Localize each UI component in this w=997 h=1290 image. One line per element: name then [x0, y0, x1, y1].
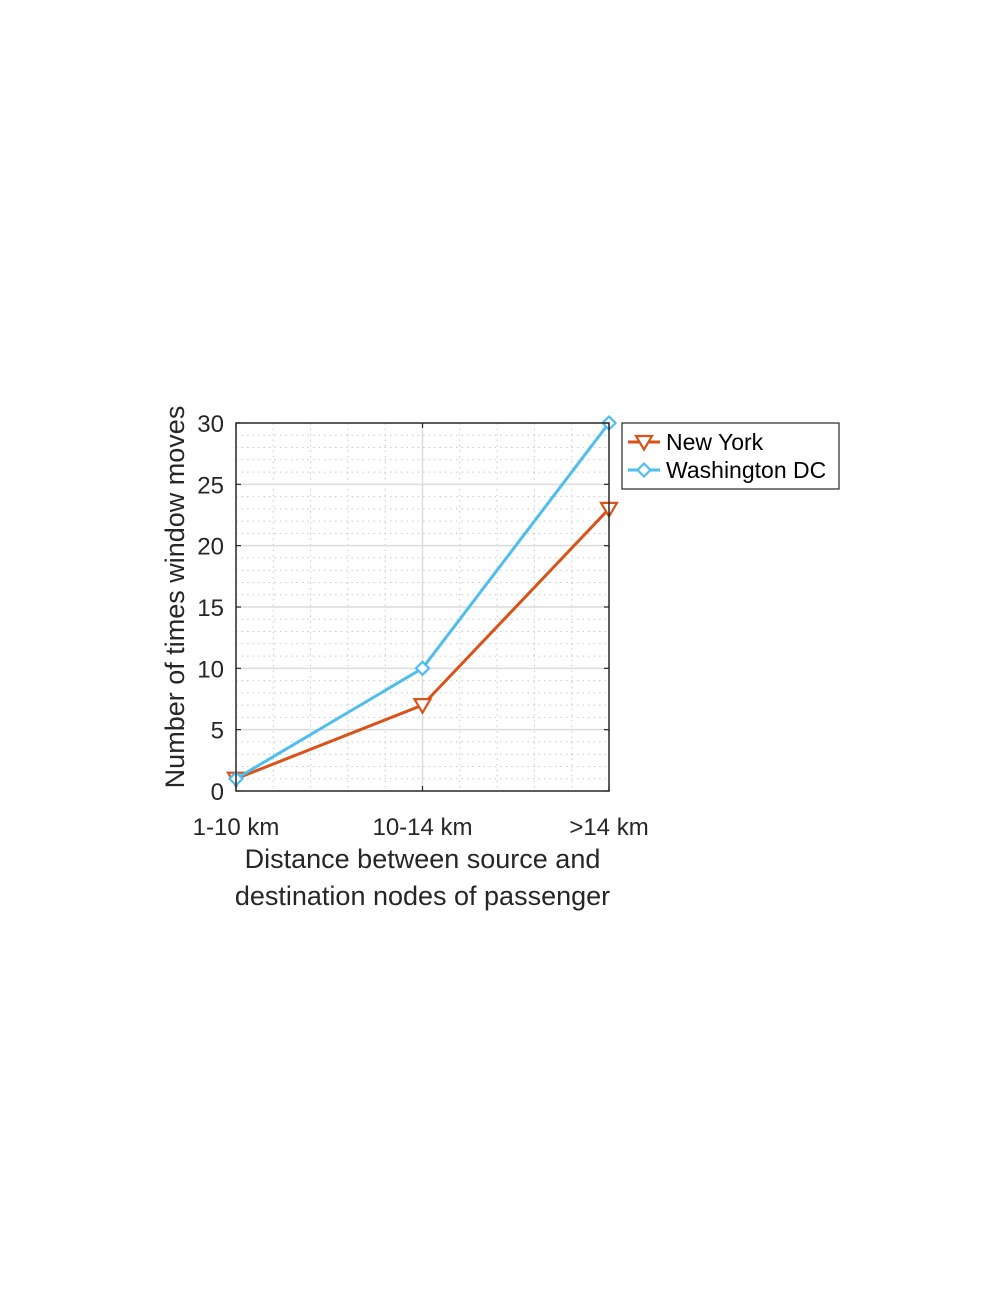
x-tick-labels: 1-10 km 10-14 km >14 km: [193, 814, 649, 841]
legend-marker: [635, 461, 653, 479]
y-tick-label: 25: [197, 472, 224, 499]
legend-marker: [634, 434, 654, 452]
legend-label: Washington DC: [666, 457, 826, 483]
x-tick-label: 10-14 km: [372, 814, 472, 841]
y-tick-label: 5: [211, 718, 224, 745]
y-tick-label: 10: [197, 656, 224, 683]
y-tick-label: 0: [211, 779, 224, 806]
y-tick-labels: 0 5 10 15 20 25 30: [197, 411, 224, 806]
y-tick-label: 20: [197, 534, 224, 561]
data-point: [414, 660, 431, 677]
x-axis-title-line-1: Distance between source and: [245, 844, 601, 874]
y-axis-title: Number of times window moves: [160, 406, 190, 789]
y-tick-label: 15: [197, 595, 224, 622]
legend-label: New York: [666, 429, 764, 455]
x-tick-label: >14 km: [569, 814, 648, 841]
data-point: [412, 698, 433, 715]
y-tick-label: 30: [197, 411, 224, 438]
x-axis-title-line-2: destination nodes of passenger: [235, 881, 610, 911]
series-1: [227, 414, 618, 787]
major-grid: [236, 423, 609, 791]
tick-marks: [235, 422, 610, 792]
x-tick-label: 1-10 km: [193, 814, 280, 841]
legend-box: [621, 422, 840, 490]
